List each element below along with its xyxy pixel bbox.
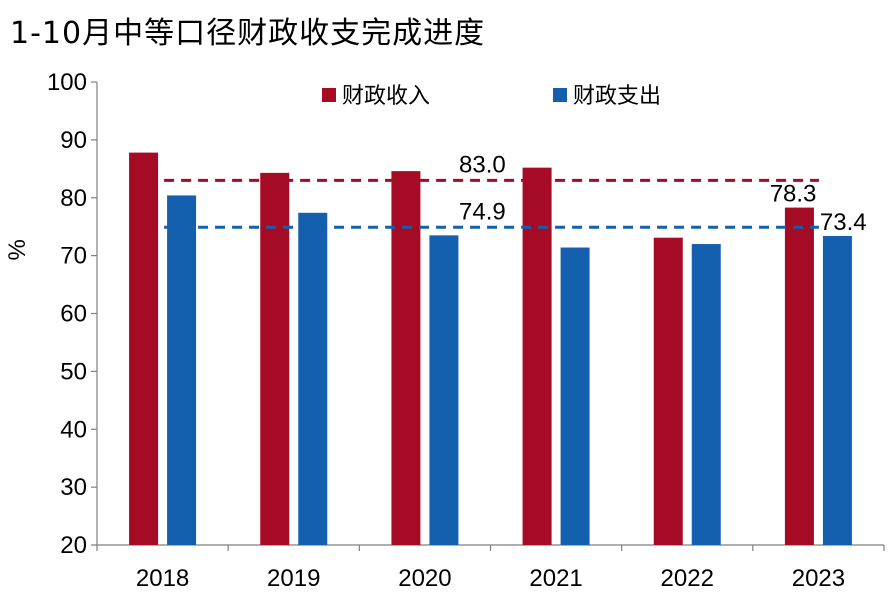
x-tick-label: 2022	[661, 565, 714, 592]
y-tick-label: 20	[60, 532, 87, 559]
y-tick-label: 80	[60, 185, 87, 212]
bar-revenue-2018	[129, 152, 159, 546]
bar-expenditure-2023	[822, 235, 852, 545]
bar-expenditure-2021	[560, 247, 590, 545]
x-tick-label: 2019	[267, 565, 320, 592]
reference-line-label: 74.9	[459, 198, 506, 225]
data-label-expenditure-2023: 73.4	[820, 209, 867, 236]
y-tick-label: 40	[60, 416, 87, 443]
y-axis-label: %	[4, 239, 31, 260]
data-label-revenue-2023: 78.3	[770, 181, 817, 208]
bar-revenue-2021	[522, 167, 552, 545]
y-tick-label: 50	[60, 358, 87, 385]
legend-label-expenditure: 财政支出	[573, 84, 661, 109]
y-tick-label: 60	[60, 301, 87, 328]
bar-expenditure-2018	[167, 195, 197, 545]
bar-expenditure-2020	[429, 235, 459, 545]
y-tick-label: 100	[47, 69, 87, 96]
legend-swatch-expenditure	[553, 88, 567, 102]
bar-revenue-2020	[391, 171, 421, 545]
bar-revenue-2022	[653, 237, 683, 545]
bar-expenditure-2022	[691, 244, 721, 546]
x-tick-label: 2018	[136, 565, 189, 592]
bar-expenditure-2019	[298, 212, 328, 546]
x-tick-label: 2021	[529, 565, 582, 592]
y-tick-label: 70	[60, 243, 87, 270]
bar-revenue-2019	[260, 172, 290, 545]
y-tick-label: 30	[60, 474, 87, 501]
legend-swatch-revenue	[322, 88, 336, 102]
bar-revenue-2023	[784, 207, 814, 545]
x-tick-label: 2020	[398, 565, 451, 592]
reference-line-label: 83.0	[459, 151, 506, 178]
legend-label-revenue: 财政收入	[342, 84, 430, 109]
chart-title: 1-10月中等口径财政收支完成进度	[10, 16, 486, 51]
y-tick-label: 90	[60, 127, 87, 154]
x-tick-label: 2023	[792, 565, 845, 592]
